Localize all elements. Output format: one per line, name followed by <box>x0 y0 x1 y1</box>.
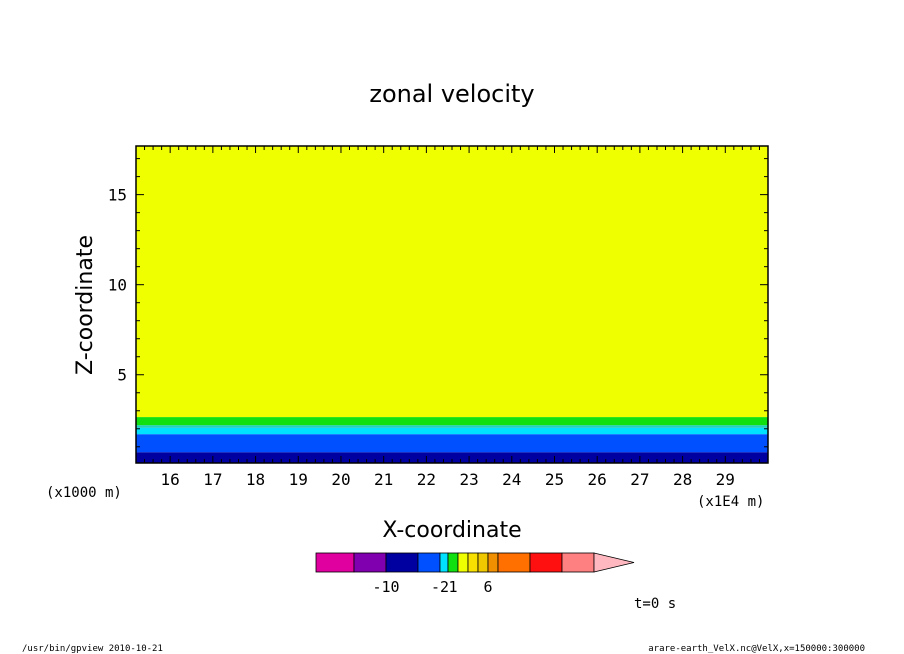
x-tick-label: 16 <box>161 470 180 489</box>
x-tick-label: 19 <box>289 470 308 489</box>
colorbar-label: -2 <box>431 578 449 596</box>
x-tick-label: 27 <box>630 470 649 489</box>
band-0 <box>136 452 768 463</box>
colorbar-cell <box>353 552 387 573</box>
y-tick-labels: 5 10 15 <box>108 186 127 385</box>
x-axis-title: X-coordinate <box>382 518 521 543</box>
x-tick-labels: 16 17 18 19 20 21 22 23 24 25 26 27 28 29 <box>161 470 735 489</box>
x-tick-label: 22 <box>417 470 436 489</box>
x-tick-label: 18 <box>246 470 265 489</box>
band-2 <box>136 427 768 435</box>
x-tick-label: 23 <box>459 470 478 489</box>
colorbar-cell <box>561 552 595 573</box>
y-axis-title: Z-coordinate <box>73 235 98 375</box>
colorbar-labels: -10 -2 1 6 <box>372 578 492 596</box>
x-tick-label: 29 <box>716 470 735 489</box>
y-tick-label: 5 <box>117 366 127 385</box>
y-tick-label: 10 <box>108 276 127 295</box>
colorbar-label: 6 <box>483 578 492 596</box>
colorbar-cell <box>477 552 489 573</box>
plot-area <box>135 145 769 464</box>
colorbar-cell <box>497 552 531 573</box>
colorbar-extension-arrow <box>593 552 635 573</box>
colorbar-cell <box>385 552 419 573</box>
chart-title: zonal velocity <box>369 80 534 108</box>
band-3 <box>136 425 768 428</box>
colorbar-cell <box>315 552 355 573</box>
colorbar-label: -10 <box>372 578 399 596</box>
axis-ticks <box>136 146 768 463</box>
colorbar-cell <box>417 552 441 573</box>
colorbar-cell <box>487 552 499 573</box>
x-tick-label: 28 <box>673 470 692 489</box>
colorbar-cell <box>457 552 469 573</box>
footer-left: /usr/bin/gpview 2010-10-21 <box>22 644 163 654</box>
band-1 <box>136 434 768 453</box>
x-tick-label: 17 <box>203 470 222 489</box>
footer-right: arare-earth_VelX.nc@VelX,x=150000:300000 <box>648 644 865 654</box>
y-tick-label: 15 <box>108 186 127 205</box>
y-unit: (x1000 m) <box>46 485 122 501</box>
colorbar <box>315 552 635 573</box>
band-5 <box>136 146 768 418</box>
band-4 <box>136 417 768 426</box>
colorbar-cell <box>529 552 563 573</box>
colorbar-label: 1 <box>448 578 457 596</box>
colorbar-cell <box>467 552 479 573</box>
colorbar-cell <box>447 552 459 573</box>
colorbar-cell <box>439 552 449 573</box>
x-tick-label: 25 <box>545 470 564 489</box>
x-tick-label: 26 <box>588 470 607 489</box>
time-annotation: t=0 s <box>634 596 676 612</box>
x-unit: (x1E4 m) <box>697 494 764 510</box>
x-tick-label: 24 <box>502 470 521 489</box>
x-tick-label: 20 <box>331 470 350 489</box>
x-tick-label: 21 <box>374 470 393 489</box>
